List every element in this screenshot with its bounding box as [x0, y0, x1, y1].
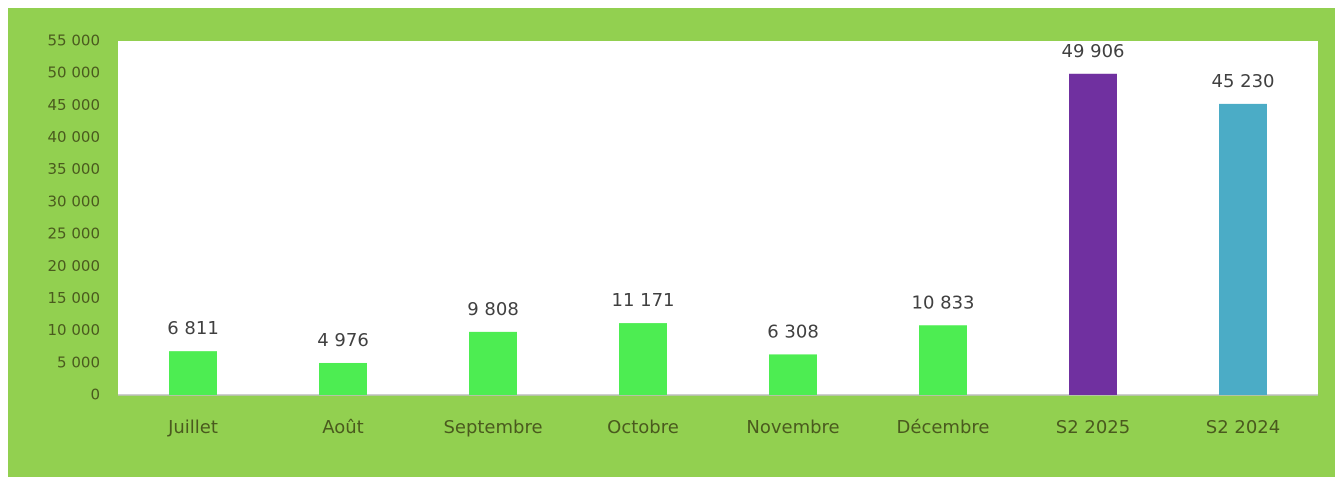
y-tick-label: 20 000	[48, 257, 101, 275]
x-tick-label: Juillet	[167, 417, 218, 438]
value-label: 6 308	[767, 321, 819, 342]
x-tick-label: Décembre	[897, 417, 990, 438]
y-tick-label: 50 000	[48, 64, 101, 82]
value-label: 10 833	[912, 292, 975, 313]
value-label: 45 230	[1212, 71, 1275, 92]
y-tick-label: 45 000	[48, 96, 101, 114]
bar	[169, 351, 217, 395]
value-label: 4 976	[317, 330, 369, 351]
y-tick-label: 10 000	[48, 321, 101, 339]
y-tick-label: 15 000	[48, 289, 101, 307]
value-label: 11 171	[612, 290, 675, 311]
value-label: 49 906	[1062, 41, 1125, 62]
y-tick-label: 55 000	[48, 32, 101, 50]
bar	[769, 354, 817, 395]
value-label: 6 811	[167, 318, 219, 339]
x-tick-label: Octobre	[607, 417, 679, 438]
x-tick-label: Novembre	[746, 417, 839, 438]
y-tick-label: 5 000	[57, 353, 100, 371]
plot-area	[118, 41, 1318, 395]
value-label: 9 808	[467, 299, 519, 320]
x-tick-label: Août	[322, 417, 363, 438]
x-tick-label: S2 2025	[1056, 417, 1130, 438]
y-tick-label: 25 000	[48, 225, 101, 243]
bar	[919, 325, 967, 395]
bar	[469, 331, 517, 395]
y-tick-label: 0	[90, 386, 100, 404]
y-tick-label: 30 000	[48, 192, 101, 210]
bar	[1219, 103, 1267, 395]
x-tick-label: S2 2024	[1206, 417, 1280, 438]
bar	[1069, 73, 1117, 395]
y-tick-label: 40 000	[48, 128, 101, 146]
x-tick-label: Septembre	[443, 417, 542, 438]
bar	[319, 362, 367, 395]
bar	[619, 323, 667, 395]
y-tick-label: 35 000	[48, 160, 101, 178]
